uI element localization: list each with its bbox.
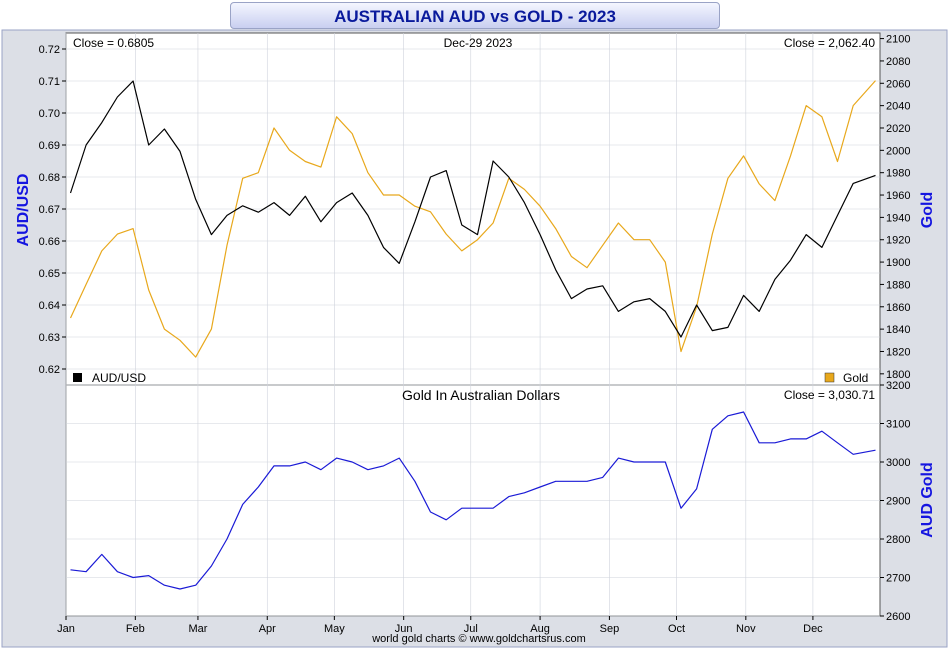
x-tick-label: Jul [464,623,478,635]
y-tick-label-aud: 0.66 [39,236,60,248]
y-tick-label-aud: 0.69 [39,140,60,152]
y-tick-label-gold: 2100 [886,34,910,46]
legend-gold-swatch [824,372,835,383]
x-tick-label: Jan [57,623,75,635]
axis-ticks: Jan Feb Mar Apr May Jun Jul Aug Sep Oct Nov Dec 0.72… [39,34,911,635]
y-tick-label-aud: 0.70 [39,108,60,120]
y-tick-label-gold: 2060 [886,78,910,90]
y-tick-label-gold: 1960 [886,190,910,202]
y-tick-label-gold: 1980 [886,168,910,180]
x-tick-label: Aug [530,623,550,635]
y-tick-label-aud-gold: 2800 [886,534,910,546]
y-tick-label-gold: 2000 [886,145,910,157]
y-tick-label-aud-gold: 3200 [886,380,910,392]
aud-gold-line [70,411,876,590]
x-tick-label: Feb [126,623,145,635]
legend-aud-swatch [73,373,82,382]
y-tick-label-gold: 2020 [886,123,910,135]
y-tick-label-aud-gold: 3100 [886,419,910,431]
x-tick-label: Dec [803,623,823,635]
y-tick-label-aud-gold: 3000 [886,457,910,469]
right-axis-title-bottom: AUD Gold [919,462,936,538]
x-tick-label: Sep [600,623,620,635]
y-tick-label-gold: 2040 [886,101,910,113]
y-tick-label-gold: 1900 [886,257,910,269]
y-tick-label-gold: 1880 [886,279,910,291]
y-tick-label-gold: 2080 [886,56,910,68]
y-tick-label-aud-gold: 2700 [886,573,910,585]
page-title: AUSTRALIAN AUD vs GOLD - 2023 [230,2,720,29]
y-tick-label-aud-gold: 2900 [886,496,910,508]
bottom-gridlines [65,384,880,617]
y-tick-label-aud: 0.62 [39,364,60,376]
gold-line [69,80,876,358]
aud-usd-line [69,80,876,338]
bottom-close-right: Close = 3,030.71 [784,388,875,402]
right-axis-title-top: Gold [919,192,936,228]
y-tick-label-aud: 0.67 [39,204,60,216]
y-tick-label-aud: 0.65 [39,268,60,280]
y-tick-label-gold: 1840 [886,324,910,336]
top-close-right: Close = 2,062.40 [784,36,875,50]
x-tick-label: Nov [736,623,756,635]
x-tick-label: Jun [395,623,413,635]
top-close-left: Close = 0.6805 [73,36,154,50]
left-axis-title: AUD/USD [15,174,32,247]
y-tick-label-gold: 1820 [886,346,910,358]
y-tick-label-gold: 1940 [886,212,910,224]
series-lines [69,80,876,590]
y-tick-label-aud: 0.68 [39,172,60,184]
y-tick-label-aud: 0.72 [39,44,60,56]
footer-credit: world gold charts © www.goldchartsrus.co… [371,633,586,645]
bottom-chart-title: Gold In Australian Dollars [402,387,560,403]
y-tick-label-aud: 0.71 [39,76,60,88]
y-tick-label-gold: 1920 [886,235,910,247]
x-tick-label: Oct [668,623,685,635]
y-tick-label-aud-gold: 2600 [886,611,910,623]
top-date-label: Dec-29 2023 [444,36,513,50]
y-tick-label-aud: 0.64 [39,300,60,312]
legend-gold-label: Gold [843,371,868,385]
x-tick-label: Mar [188,623,207,635]
y-tick-label-gold: 1860 [886,302,910,314]
x-tick-label: May [324,623,345,635]
y-tick-label-gold: 1800 [886,369,910,381]
x-tick-label: Apr [259,623,276,635]
y-tick-label-aud: 0.63 [39,332,60,344]
legend-aud-label: AUD/USD [92,371,146,385]
